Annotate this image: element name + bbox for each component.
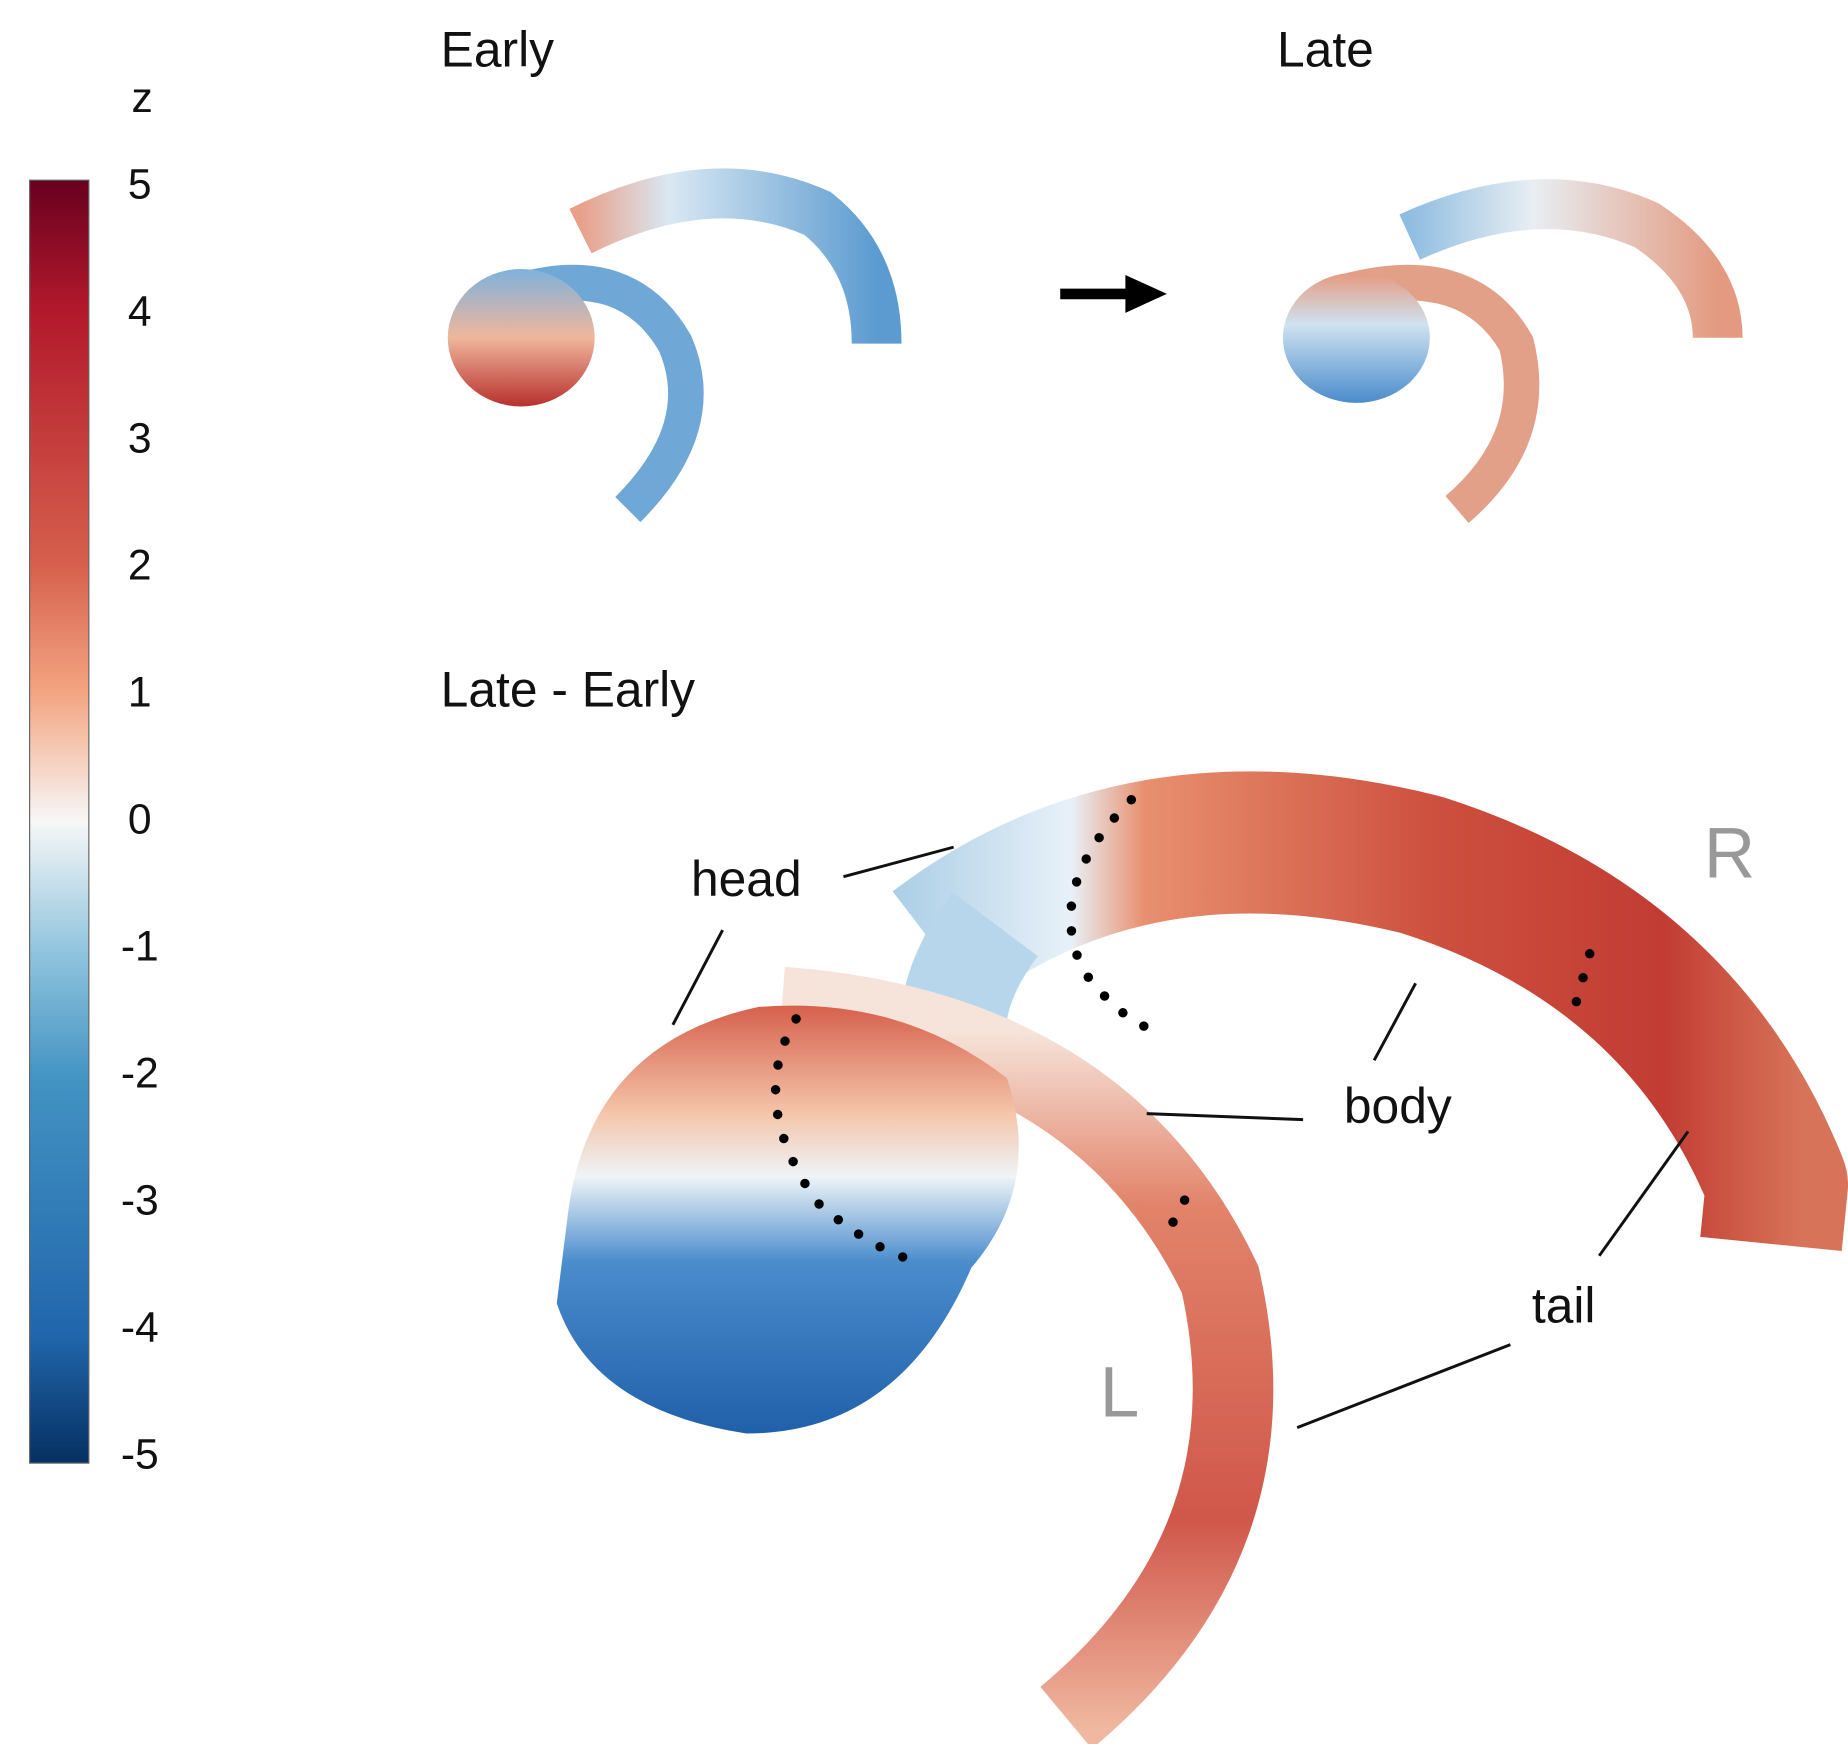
late-map <box>1282 179 1743 523</box>
difference-map <box>556 771 1848 1744</box>
tick-label: 0 <box>128 796 152 844</box>
panel-title: Early <box>441 22 554 78</box>
tick-label: -2 <box>121 1049 159 1097</box>
colorbar-ticks: 5 4 3 2 1 0 -1 -2 -3 -4 -5 <box>121 161 159 1479</box>
tick-label: -5 <box>121 1430 159 1478</box>
annotation: head <box>691 851 802 907</box>
tick-label: 4 <box>128 288 152 336</box>
colorbar-label: z <box>131 74 152 122</box>
tick-label: 3 <box>128 415 152 463</box>
side-label: R <box>1704 815 1755 894</box>
early-map <box>447 168 902 523</box>
panel-title: Late - Early <box>441 661 696 717</box>
annotation: tail <box>1532 1277 1596 1333</box>
side-label: L <box>1100 1354 1140 1433</box>
panel-title: Late <box>1277 22 1374 78</box>
annotation: body <box>1344 1078 1452 1134</box>
tick-label: -1 <box>121 923 159 971</box>
tick-label: 2 <box>128 542 152 590</box>
tick-label: 5 <box>128 161 152 209</box>
tick-label: -4 <box>121 1303 159 1351</box>
tick-label: -3 <box>121 1176 159 1224</box>
arrow <box>1060 274 1167 313</box>
colorbar <box>29 179 90 1464</box>
leader-lines <box>671 845 1690 1429</box>
tick-label: 1 <box>128 669 152 717</box>
